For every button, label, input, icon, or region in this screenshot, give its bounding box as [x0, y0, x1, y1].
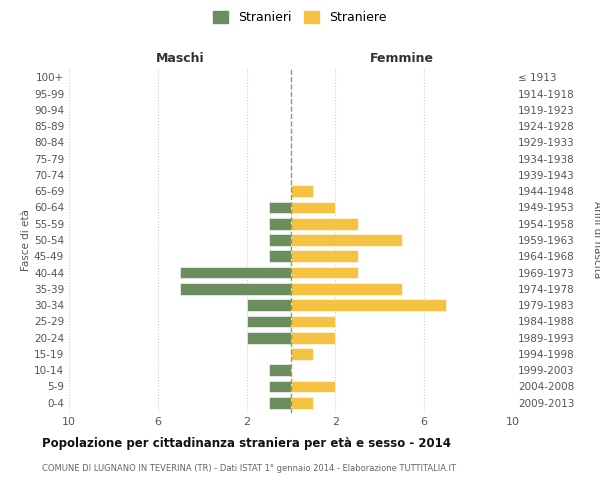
Legend: Stranieri, Straniere: Stranieri, Straniere	[208, 6, 392, 29]
Bar	[269, 234, 291, 246]
Bar	[269, 218, 291, 230]
Bar	[247, 332, 291, 344]
Bar	[269, 397, 291, 408]
Bar	[269, 364, 291, 376]
Bar	[291, 332, 335, 344]
Text: Femmine: Femmine	[370, 52, 434, 65]
Text: Anni di nascita: Anni di nascita	[592, 202, 600, 278]
Y-axis label: Fasce di età: Fasce di età	[21, 209, 31, 271]
Text: COMUNE DI LUGNANO IN TEVERINA (TR) - Dati ISTAT 1° gennaio 2014 - Elaborazione T: COMUNE DI LUGNANO IN TEVERINA (TR) - Dat…	[42, 464, 456, 473]
Bar	[291, 218, 358, 230]
Bar	[291, 266, 358, 278]
Bar	[291, 380, 335, 392]
Bar	[291, 186, 313, 197]
Bar	[269, 380, 291, 392]
Bar	[291, 397, 313, 408]
Bar	[291, 299, 446, 311]
Bar	[180, 283, 291, 294]
Bar	[291, 316, 335, 327]
Bar	[269, 202, 291, 213]
Bar	[269, 250, 291, 262]
Bar	[291, 202, 335, 213]
Bar	[291, 283, 402, 294]
Text: Maschi: Maschi	[155, 52, 205, 65]
Bar	[180, 266, 291, 278]
Bar	[291, 348, 313, 360]
Bar	[291, 250, 358, 262]
Bar	[291, 234, 402, 246]
Bar	[247, 316, 291, 327]
Bar	[247, 299, 291, 311]
Text: Popolazione per cittadinanza straniera per età e sesso - 2014: Popolazione per cittadinanza straniera p…	[42, 438, 451, 450]
